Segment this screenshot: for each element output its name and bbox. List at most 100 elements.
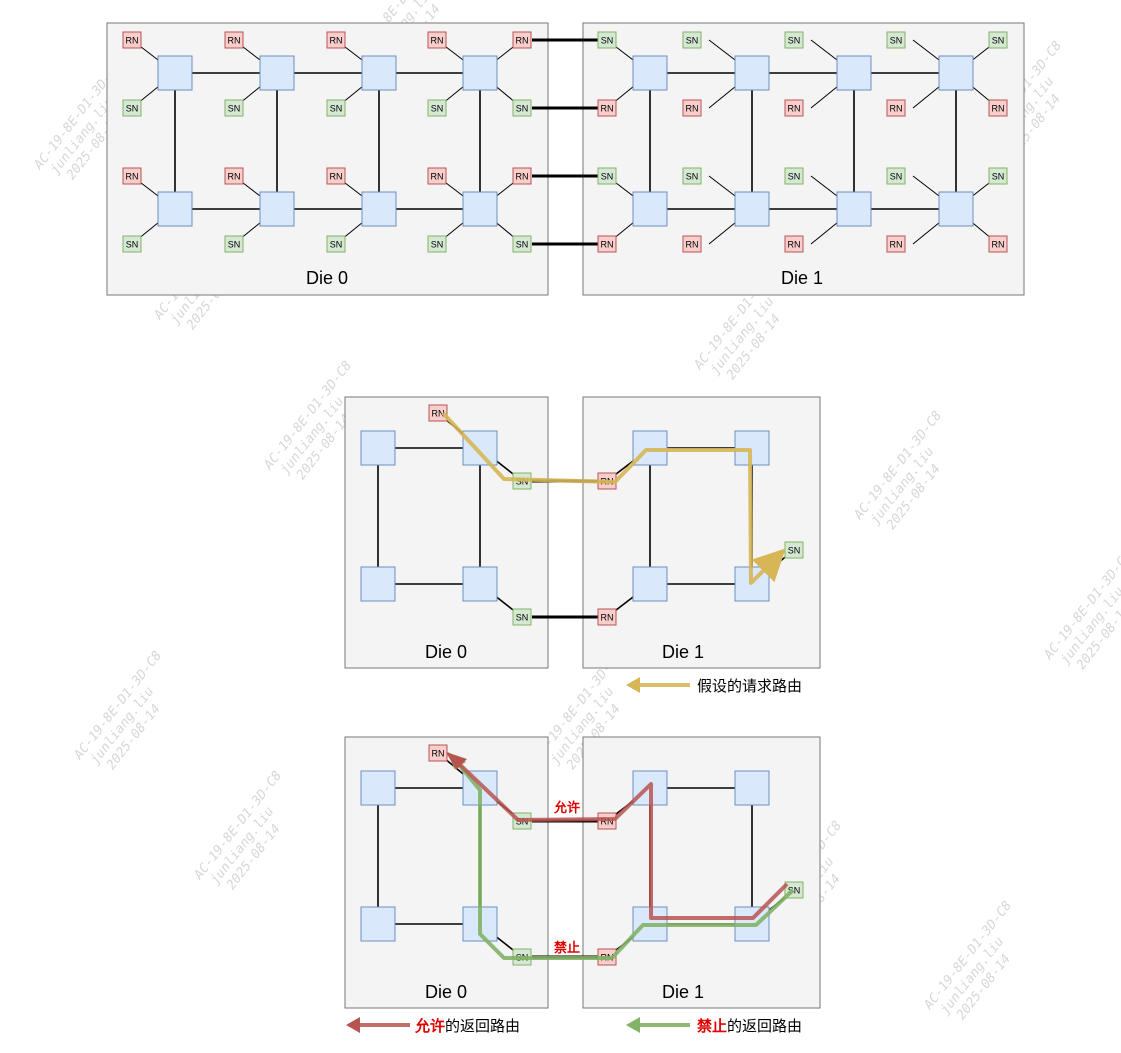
legend-allowed-return: 允许的返回路由	[346, 1017, 520, 1035]
die-1-box	[582, 396, 821, 669]
rn-label: RN	[432, 409, 445, 419]
rn-node: RN	[988, 99, 1008, 117]
die-1-mesh-links	[649, 72, 957, 210]
legend-allowed-strong: 允许	[414, 1017, 445, 1035]
rn-node: RN	[682, 235, 702, 253]
diagram-1-nodes: RN SN RN SN RN SN RN SN RN SN RN SN RN SN RN SN RN SN RN SN…	[122, 31, 1008, 253]
router-node	[734, 191, 770, 227]
request-route-path	[441, 411, 786, 585]
sn-label: SN	[890, 172, 903, 182]
rn-node: RN	[427, 31, 447, 49]
router-node	[734, 770, 770, 806]
sn-node: SN	[512, 608, 532, 626]
sn-label: SN	[330, 240, 343, 250]
rn-node: RN	[784, 99, 804, 117]
sn-node: SN	[784, 167, 804, 185]
rn-node: RN	[988, 235, 1008, 253]
sn-label: SN	[228, 240, 241, 250]
rn-label: RN	[890, 104, 903, 114]
die-1-label: Die 1	[662, 642, 704, 662]
rn-label: RN	[601, 613, 614, 623]
router-node	[462, 566, 498, 602]
forbidden-return-route	[453, 758, 795, 960]
sn-node: SN	[512, 99, 532, 117]
rn-node: RN	[512, 167, 532, 185]
die-1-label: Die 1	[781, 268, 823, 288]
sn-node: SN	[682, 167, 702, 185]
rn-node: RN	[886, 235, 906, 253]
router-node	[632, 55, 668, 91]
rn-node: RN	[326, 31, 346, 49]
rn-label: RN	[516, 172, 529, 182]
legend-allowed-suffix: 的返回路由	[445, 1017, 520, 1035]
router-node	[360, 566, 396, 602]
rn-label: RN	[516, 36, 529, 46]
router-node	[938, 191, 974, 227]
rn-label: RN	[431, 172, 444, 182]
rn-node: RN	[512, 31, 532, 49]
rn-label: RN	[788, 240, 801, 250]
sn-node: SN	[122, 235, 142, 253]
rn-label: RN	[228, 172, 241, 182]
die-1-box	[582, 736, 821, 1009]
sn-node: SN	[784, 541, 804, 559]
rn-node: RN	[122, 167, 142, 185]
legend-forbidden-label: 禁止的返回路由	[697, 1017, 802, 1035]
router-node	[462, 191, 498, 227]
sn-node: SN	[224, 99, 244, 117]
sn-node: SN	[326, 235, 346, 253]
sn-node: SN	[224, 235, 244, 253]
rn-label: RN	[431, 36, 444, 46]
rn-label: RN	[330, 172, 343, 182]
rn-label: RN	[890, 240, 903, 250]
rn-label: RN	[126, 172, 139, 182]
sn-label: SN	[686, 172, 699, 182]
sn-label: SN	[431, 240, 444, 250]
sn-node: SN	[427, 99, 447, 117]
route-forbidden-label: 禁止	[554, 940, 580, 956]
die-0-mesh-links	[174, 72, 481, 210]
rn-label: RN	[126, 36, 139, 46]
sn-label: SN	[228, 104, 241, 114]
router-node	[157, 191, 193, 227]
sn-label: SN	[431, 104, 444, 114]
sn-label: SN	[601, 172, 614, 182]
router-node	[259, 191, 295, 227]
legend-allowed-label: 允许的返回路由	[414, 1017, 520, 1035]
router-node	[632, 566, 668, 602]
allowed-return-route	[453, 758, 789, 920]
sn-label: SN	[126, 240, 139, 250]
sn-node: SN	[427, 235, 447, 253]
sn-label: SN	[330, 104, 343, 114]
sn-node: SN	[326, 99, 346, 117]
rn-label: RN	[601, 104, 614, 114]
router-node	[361, 191, 397, 227]
rn-node: RN	[427, 167, 447, 185]
sn-label: SN	[516, 240, 529, 250]
router-node	[157, 55, 193, 91]
sn-node: SN	[597, 31, 617, 49]
rn-label: RN	[788, 104, 801, 114]
router-node	[360, 906, 396, 942]
legend-forbidden-return: 禁止的返回路由	[626, 1017, 802, 1035]
allowed-route-arrowhead	[446, 752, 467, 770]
rn-node: RN	[122, 31, 142, 49]
die-0-label: Die 0	[306, 268, 348, 288]
die-0-label: Die 0	[425, 642, 467, 662]
router-node	[836, 55, 872, 91]
router-node	[361, 55, 397, 91]
sn-label: SN	[890, 36, 903, 46]
rn-node: RN	[597, 608, 617, 626]
sn-label: SN	[992, 172, 1005, 182]
router-node	[462, 55, 498, 91]
rn-node: RN	[597, 99, 617, 117]
legend-request-label: 假设的请求路由	[697, 677, 802, 695]
rn-label: RN	[992, 240, 1005, 250]
router-node	[836, 191, 872, 227]
rn-node: RN	[597, 235, 617, 253]
